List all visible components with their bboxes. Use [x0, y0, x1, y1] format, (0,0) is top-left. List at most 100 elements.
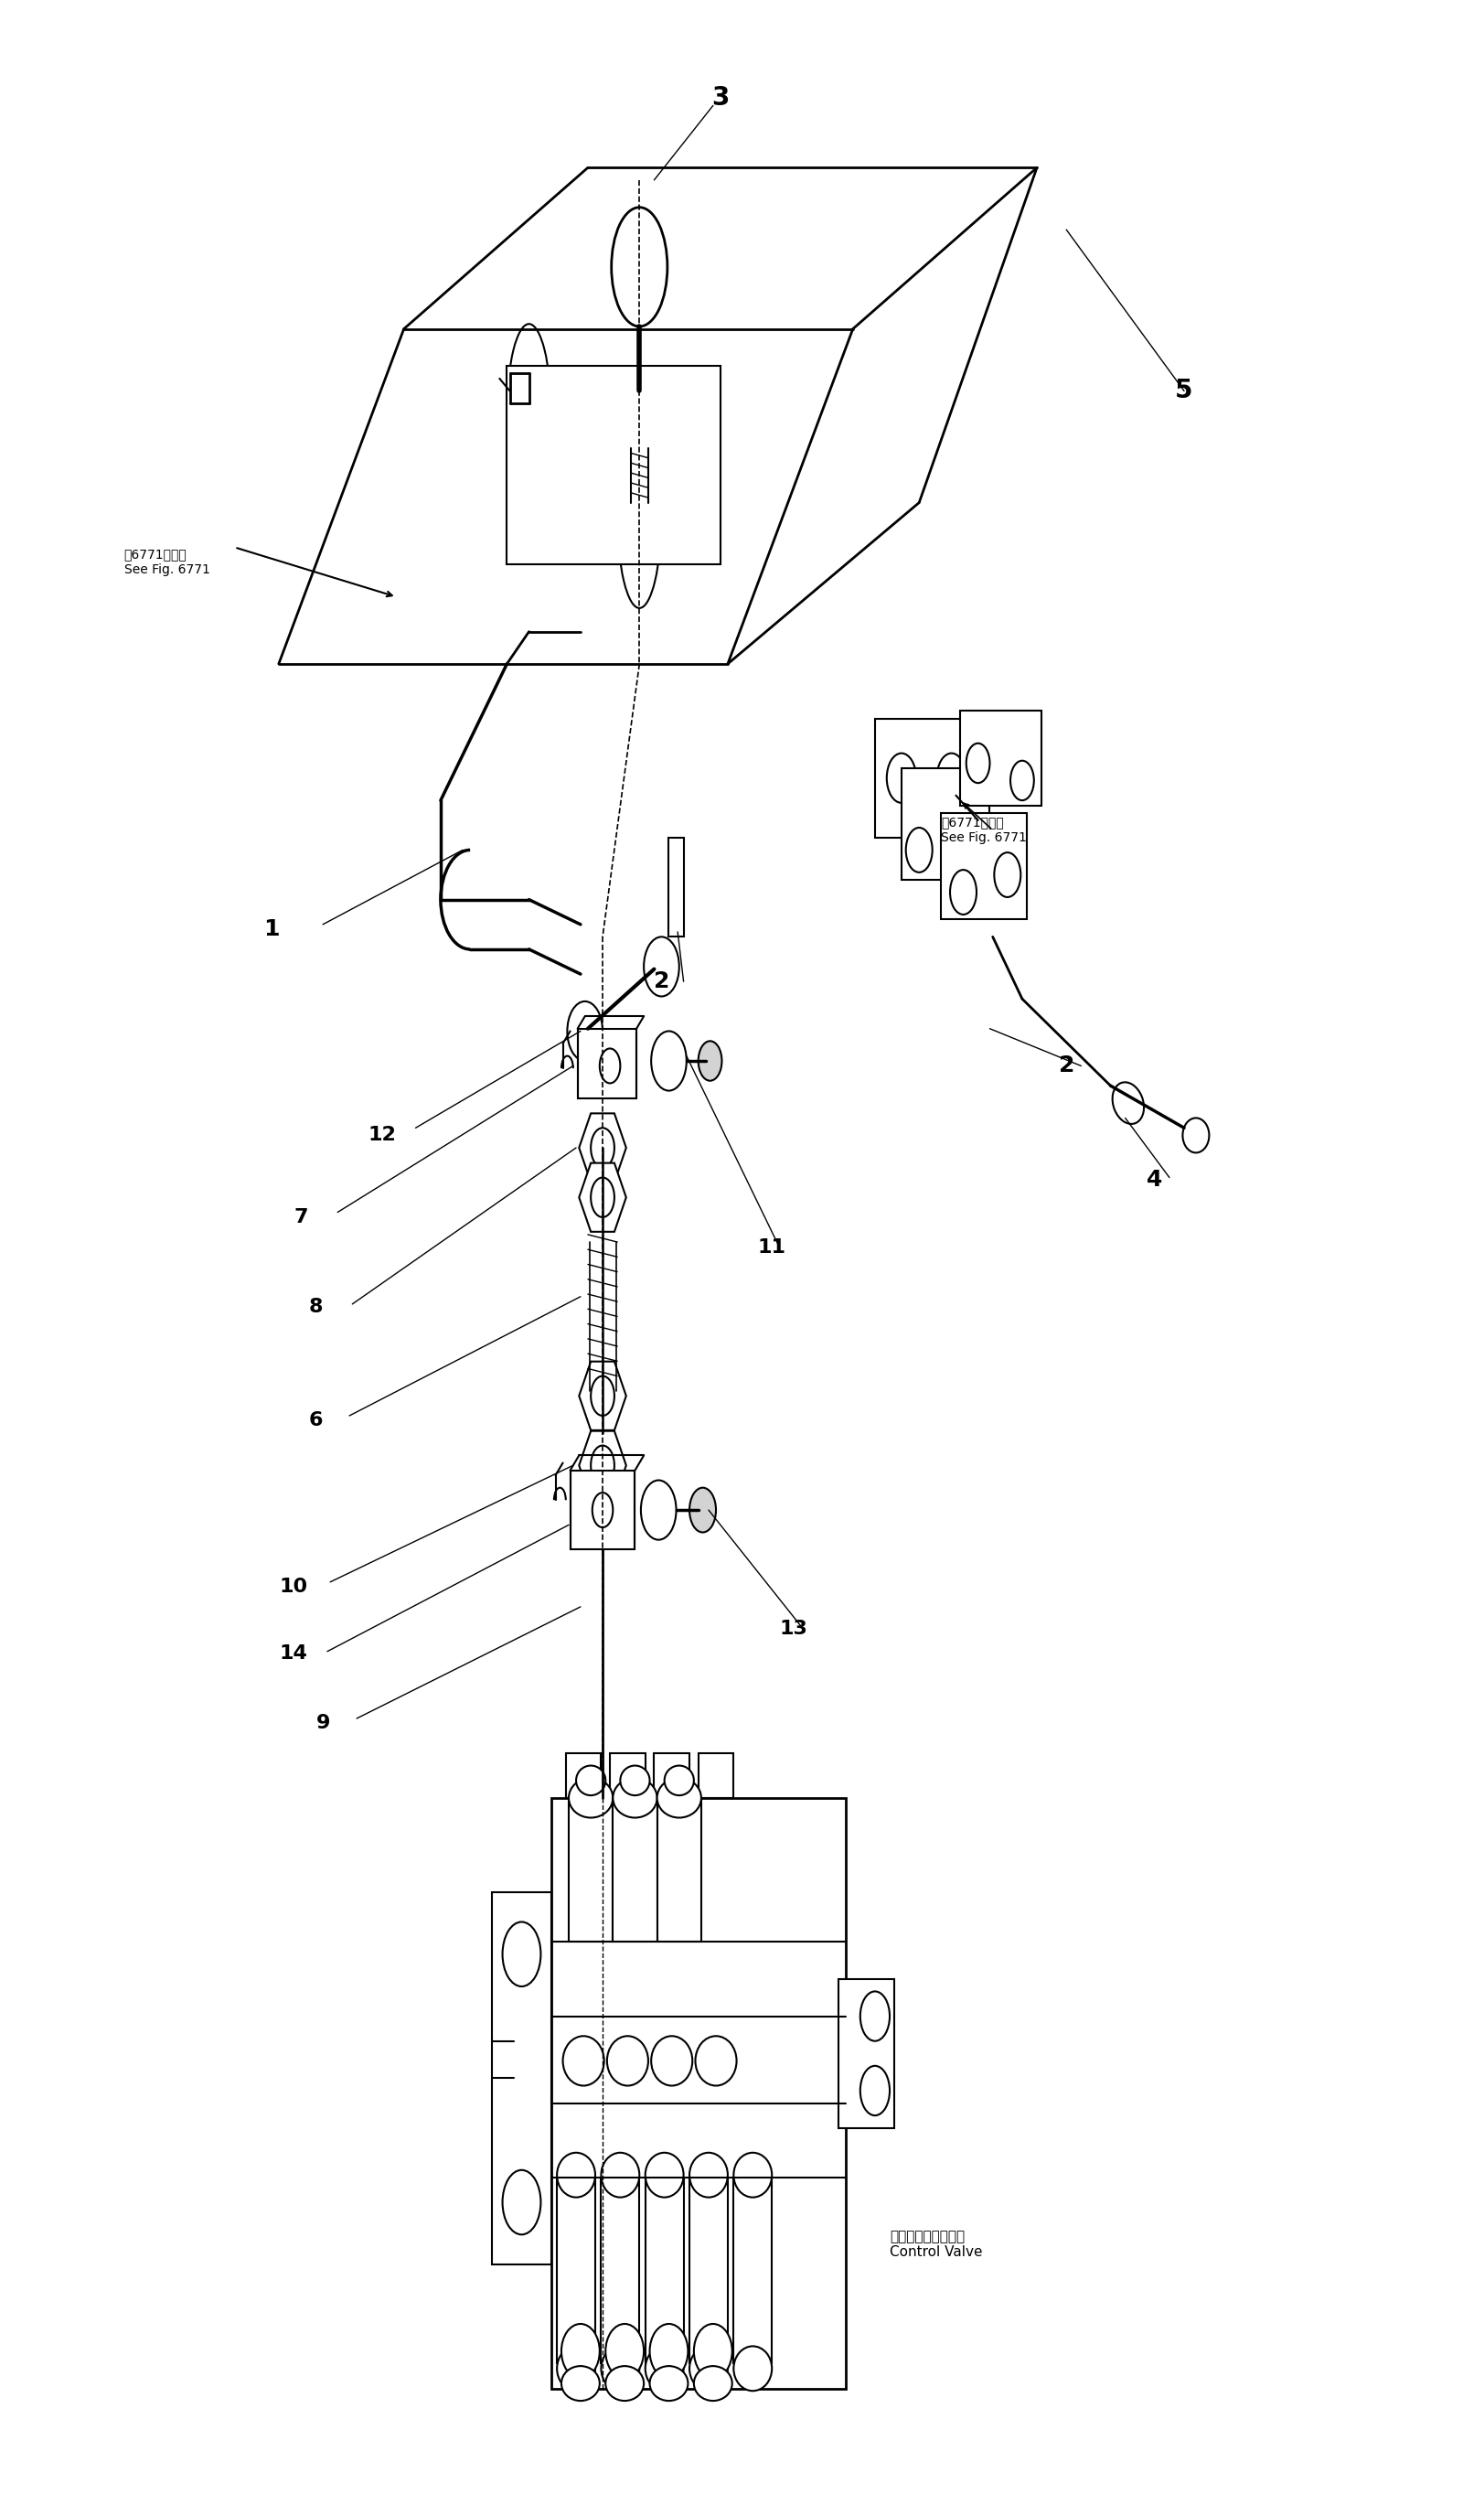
Bar: [601, 2177, 640, 2364]
Bar: [697, 1753, 733, 1798]
Bar: [646, 2177, 683, 2364]
Circle shape: [950, 870, 976, 915]
Ellipse shape: [617, 421, 660, 609]
Ellipse shape: [605, 2324, 644, 2379]
Bar: [570, 1471, 635, 1549]
Ellipse shape: [693, 2324, 732, 2379]
Bar: [654, 1753, 689, 1798]
Text: 12: 12: [368, 1127, 396, 1145]
Bar: [551, 1798, 844, 2389]
Circle shape: [966, 743, 990, 783]
Circle shape: [567, 1003, 603, 1060]
Text: 1: 1: [263, 918, 279, 940]
Bar: [837, 1978, 893, 2127]
Circle shape: [994, 853, 1020, 898]
Text: 5: 5: [1174, 379, 1192, 404]
Ellipse shape: [1112, 1082, 1143, 1125]
Circle shape: [591, 1177, 614, 1217]
Ellipse shape: [1181, 1117, 1208, 1152]
Ellipse shape: [656, 1778, 700, 1818]
Bar: [565, 1753, 601, 1798]
Bar: [577, 1028, 637, 1097]
Bar: [568, 1798, 613, 1943]
Text: 11: 11: [757, 1237, 785, 1257]
Ellipse shape: [646, 2152, 683, 2197]
Circle shape: [591, 1377, 614, 1417]
Bar: [941, 813, 1025, 920]
Bar: [556, 2177, 595, 2364]
Ellipse shape: [646, 2347, 683, 2392]
Ellipse shape: [562, 2035, 604, 2085]
Bar: [901, 768, 990, 880]
Text: 2: 2: [653, 970, 669, 993]
Ellipse shape: [601, 2152, 640, 2197]
Text: 第6771図参照
See Fig. 6771: 第6771図参照 See Fig. 6771: [941, 816, 1027, 843]
Bar: [960, 711, 1040, 806]
Circle shape: [886, 753, 916, 803]
Ellipse shape: [576, 1766, 605, 1796]
Text: 第6771図参照
See Fig. 6771: 第6771図参照 See Fig. 6771: [125, 549, 209, 576]
Circle shape: [859, 1990, 889, 2040]
Ellipse shape: [611, 207, 666, 327]
Bar: [613, 1798, 656, 1943]
Text: 3: 3: [711, 85, 729, 110]
Ellipse shape: [650, 2324, 687, 2379]
Ellipse shape: [568, 1778, 613, 1818]
Ellipse shape: [693, 2367, 732, 2402]
Ellipse shape: [663, 1766, 693, 1796]
Bar: [610, 1753, 646, 1798]
Bar: [689, 2177, 727, 2364]
Circle shape: [1009, 761, 1033, 801]
Polygon shape: [579, 1162, 626, 1232]
Circle shape: [502, 1923, 540, 1985]
Circle shape: [641, 1481, 675, 1539]
Ellipse shape: [689, 2347, 727, 2392]
Text: 2: 2: [1058, 1055, 1073, 1077]
Circle shape: [957, 828, 984, 873]
Circle shape: [859, 2065, 889, 2115]
Circle shape: [689, 1489, 715, 1531]
Bar: [733, 2177, 772, 2364]
Text: 9: 9: [316, 1713, 329, 1733]
Text: コントロールバルブ
Control Valve: コントロールバルブ Control Valve: [889, 2230, 982, 2260]
Ellipse shape: [556, 2347, 595, 2392]
Circle shape: [591, 1447, 614, 1486]
Ellipse shape: [607, 2035, 649, 2085]
Text: 14: 14: [279, 1644, 307, 1663]
Ellipse shape: [561, 2324, 600, 2379]
Circle shape: [591, 1127, 614, 1167]
Text: 7: 7: [294, 1207, 307, 1227]
Circle shape: [651, 1030, 686, 1090]
Bar: [668, 838, 683, 938]
Circle shape: [600, 1047, 620, 1082]
Ellipse shape: [650, 2367, 687, 2402]
Bar: [874, 718, 971, 838]
Ellipse shape: [689, 2152, 727, 2197]
Ellipse shape: [620, 1766, 650, 1796]
Ellipse shape: [733, 2152, 772, 2197]
Circle shape: [592, 1491, 613, 1526]
Polygon shape: [579, 1362, 626, 1429]
Circle shape: [905, 828, 932, 873]
Ellipse shape: [733, 2347, 772, 2392]
Polygon shape: [579, 1432, 626, 1499]
Circle shape: [644, 938, 678, 998]
Text: 4: 4: [1146, 1170, 1162, 1192]
Ellipse shape: [556, 2152, 595, 2197]
Text: 13: 13: [779, 1621, 807, 1639]
Text: 10: 10: [279, 1579, 307, 1596]
Text: 6: 6: [309, 1412, 322, 1429]
Text: 8: 8: [309, 1297, 322, 1317]
Ellipse shape: [561, 2367, 600, 2402]
Ellipse shape: [695, 2035, 736, 2085]
Circle shape: [936, 753, 966, 803]
Circle shape: [697, 1040, 721, 1080]
Bar: [506, 367, 720, 564]
Ellipse shape: [651, 2035, 692, 2085]
Bar: [491, 1893, 551, 2265]
Polygon shape: [579, 1112, 626, 1182]
Ellipse shape: [506, 324, 551, 504]
Bar: [656, 1798, 700, 1943]
Circle shape: [502, 2170, 540, 2235]
Ellipse shape: [601, 2347, 640, 2392]
